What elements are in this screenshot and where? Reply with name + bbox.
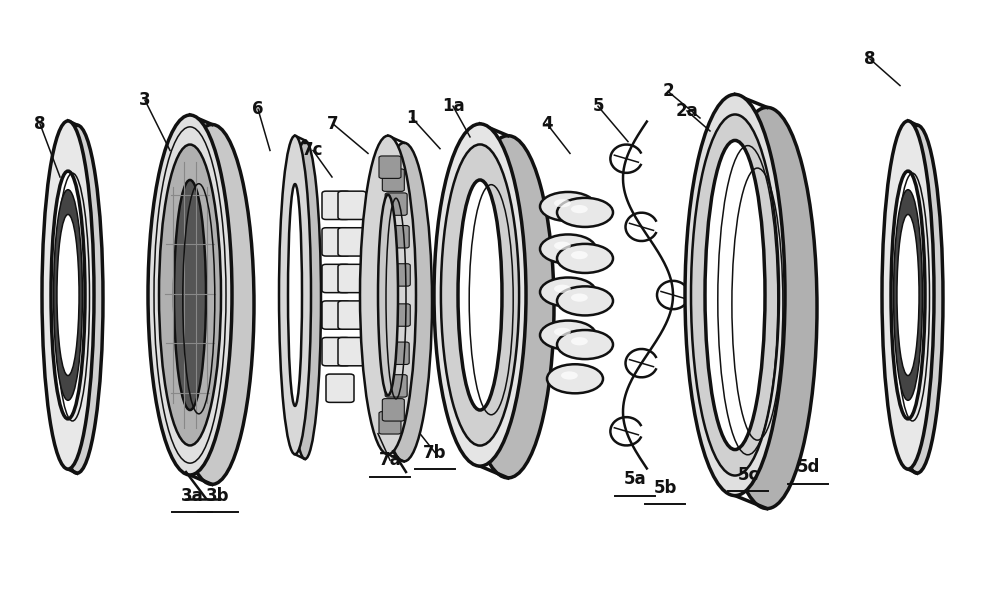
Text: 3: 3 [139,91,151,109]
Ellipse shape [279,136,311,454]
Ellipse shape [288,184,302,406]
Ellipse shape [691,114,779,476]
Ellipse shape [561,371,578,379]
Text: 7c: 7c [302,142,324,159]
Text: 8: 8 [34,115,46,133]
Text: 3b: 3b [206,487,230,504]
Ellipse shape [462,136,554,478]
FancyBboxPatch shape [382,399,404,421]
Text: 7b: 7b [423,444,447,461]
FancyBboxPatch shape [388,304,410,326]
Ellipse shape [894,190,922,401]
Ellipse shape [557,330,613,359]
Text: 2: 2 [662,83,674,100]
FancyBboxPatch shape [338,337,366,366]
Ellipse shape [540,192,596,221]
FancyBboxPatch shape [338,228,366,256]
Text: 5d: 5d [796,458,820,476]
Ellipse shape [557,244,613,273]
FancyBboxPatch shape [322,301,350,329]
Ellipse shape [685,94,785,496]
Text: 7: 7 [327,115,339,133]
Text: 1: 1 [406,109,418,127]
Ellipse shape [554,241,571,250]
Ellipse shape [547,364,603,394]
Ellipse shape [571,205,588,213]
Text: 4: 4 [541,115,553,133]
Ellipse shape [571,293,588,301]
FancyBboxPatch shape [322,264,350,293]
Ellipse shape [571,337,588,345]
FancyBboxPatch shape [338,191,366,219]
Ellipse shape [441,145,519,445]
Ellipse shape [51,125,103,473]
Text: 3a: 3a [181,487,203,504]
Ellipse shape [557,198,613,227]
FancyBboxPatch shape [326,374,354,402]
Ellipse shape [378,195,398,395]
Text: 6: 6 [252,100,264,118]
FancyBboxPatch shape [385,193,407,215]
Ellipse shape [891,171,925,419]
FancyBboxPatch shape [322,337,350,366]
FancyBboxPatch shape [379,412,401,434]
Text: 1a: 1a [442,97,464,115]
Ellipse shape [289,140,321,459]
Ellipse shape [891,125,943,473]
Ellipse shape [540,277,596,307]
Ellipse shape [434,124,526,466]
Text: 5b: 5b [653,479,677,497]
FancyBboxPatch shape [338,301,366,329]
Ellipse shape [554,284,571,293]
Text: 7a: 7a [379,451,401,469]
Ellipse shape [51,171,85,419]
Text: 5a: 5a [624,470,646,488]
Ellipse shape [717,107,817,509]
FancyBboxPatch shape [322,228,350,256]
Ellipse shape [174,180,206,410]
FancyBboxPatch shape [322,191,350,219]
Ellipse shape [42,121,94,469]
Ellipse shape [540,234,596,264]
Ellipse shape [360,136,416,454]
Ellipse shape [882,121,934,469]
FancyBboxPatch shape [388,264,410,286]
Text: 8: 8 [864,50,876,68]
Ellipse shape [557,286,613,316]
Text: 5: 5 [592,97,604,115]
Ellipse shape [376,143,432,461]
Ellipse shape [458,180,502,410]
Ellipse shape [148,115,232,475]
Ellipse shape [897,214,919,376]
FancyBboxPatch shape [387,342,409,365]
Text: 2a: 2a [676,102,698,120]
Ellipse shape [705,140,765,450]
Ellipse shape [554,327,571,336]
FancyBboxPatch shape [338,264,366,293]
Ellipse shape [554,199,571,207]
Ellipse shape [57,214,79,376]
FancyBboxPatch shape [382,169,404,191]
FancyBboxPatch shape [379,156,401,178]
FancyBboxPatch shape [387,225,409,248]
Ellipse shape [540,320,596,350]
Ellipse shape [159,145,221,445]
FancyBboxPatch shape [385,375,407,397]
Ellipse shape [571,251,588,259]
Ellipse shape [170,124,254,484]
Text: 5c: 5c [737,466,759,484]
Ellipse shape [54,190,82,401]
